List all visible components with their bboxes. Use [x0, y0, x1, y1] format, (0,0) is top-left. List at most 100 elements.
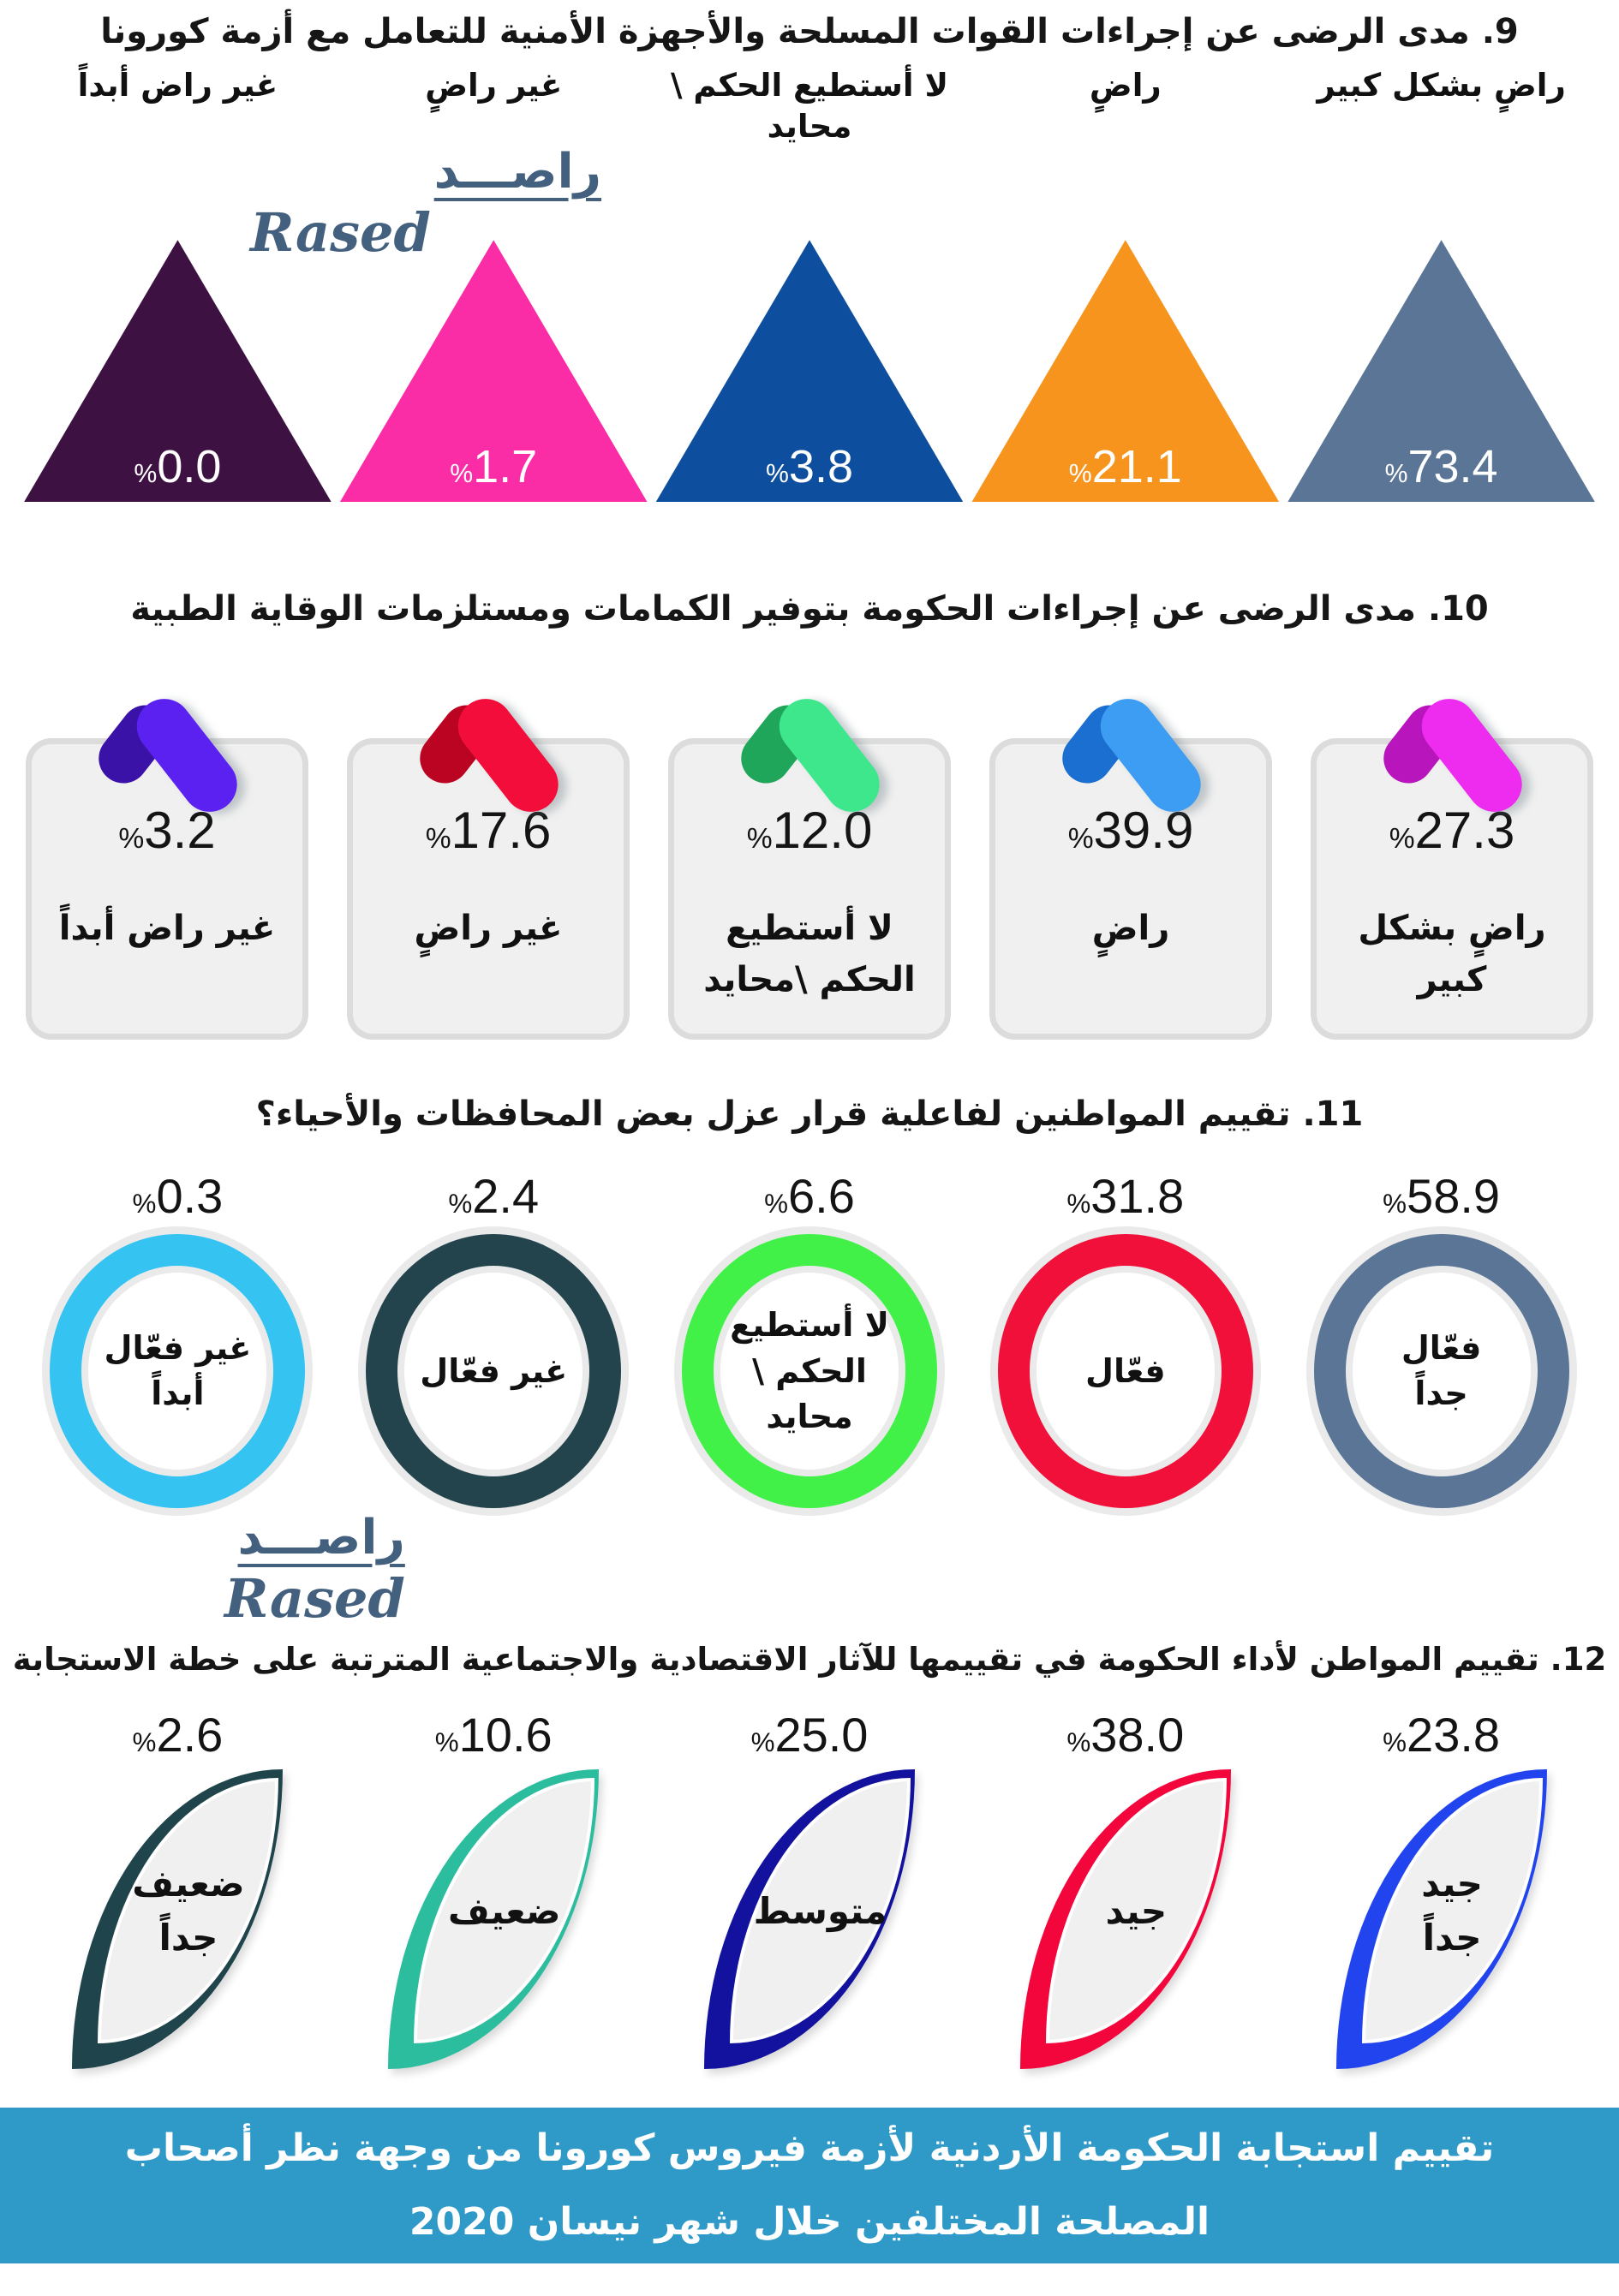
percent-sign: % — [764, 1189, 789, 1220]
category-label: متوسط — [753, 1889, 887, 1932]
leaf-inner-shape: ضعيف جداً — [98, 1778, 279, 2044]
percent-value: 12.0 — [772, 802, 873, 860]
value-label: 25.0% — [751, 1707, 869, 1762]
value-label: 0.0% — [24, 440, 332, 493]
result-card: 27.3% راضٍ بشكل كبير — [1311, 688, 1593, 1041]
result-card: 39.9% راضٍ — [989, 688, 1272, 1041]
value-label: 39.9% — [1068, 801, 1194, 860]
leaf-shape: ضعيف جداً — [72, 1769, 284, 2070]
q9-label-cell: لا أستطيع الحكم \ محايد — [656, 65, 964, 147]
result-card: 12.0% لا أستطيع الحكم \محايد — [668, 688, 951, 1041]
q9-triangle-cell: 0.0% — [24, 240, 332, 503]
percent-sign: % — [1384, 460, 1408, 489]
triangle-shape: 73.4% — [1287, 240, 1595, 503]
ribbon-fold — [409, 695, 502, 794]
category-label: غير راضٍ — [425, 67, 563, 104]
category-label: لا أستطيع الحكم \ محايد — [730, 1306, 889, 1435]
footer-line-2: المصلحة المختلفين خلال شهر نيسان 2020 — [409, 2200, 1210, 2245]
percent-sign: % — [750, 1727, 775, 1758]
q12-percent-cell: 23.8% — [1287, 1707, 1595, 1762]
value-label: 17.6% — [426, 801, 552, 860]
percent-value: 39.9 — [1093, 802, 1194, 860]
percent-value: 3.8 — [788, 441, 853, 493]
leaf-shape: جيد جداً — [1335, 1769, 1547, 2070]
category-label: غير راضٍ — [414, 909, 563, 949]
value-label: 2.6% — [133, 1707, 224, 1762]
category-label: راضٍ — [1089, 67, 1162, 104]
category-label: جيد جداً — [1421, 1863, 1483, 1959]
category-label: جيد — [1105, 1889, 1168, 1932]
question-11-title: 11. تقييم المواطنين لفاعلية قرار عزل بعض… — [255, 1094, 1364, 1135]
percent-value: 6.6 — [788, 1169, 855, 1224]
value-label: 12.0% — [747, 801, 873, 860]
percent-value: 23.8 — [1407, 1708, 1501, 1762]
q9-label-cell: راضٍ بشكل كبير — [1287, 65, 1595, 147]
percent-value: 2.6 — [156, 1708, 224, 1762]
q11-circles-row: فعّال جداً فعّال لا أستطيع الحكم \ محايد — [0, 1234, 1619, 1509]
rased-logo-latin: Rased — [224, 1566, 405, 1630]
leaf-inner-shape: جيد — [1045, 1778, 1227, 2044]
value-label: 10.6% — [435, 1707, 553, 1762]
category-label: فعّال — [1085, 1351, 1166, 1390]
category-label: راضٍ بشكل كبير — [1317, 67, 1566, 104]
percent-sign: % — [1383, 1189, 1407, 1220]
percent-value: 3.2 — [144, 802, 216, 860]
percent-sign: % — [425, 823, 451, 856]
q10-cards-row: 27.3% راضٍ بشكل كبير 39.9% راضٍ — [0, 688, 1619, 1041]
ring-chart: فعّال جداً — [1313, 1234, 1569, 1509]
q9-triangle-cell: 3.8% — [655, 240, 964, 503]
q11-circle-cell: فعّال جداً — [1287, 1234, 1595, 1509]
percent-sign: % — [1068, 460, 1092, 489]
q12-percents-row: 23.8% 38.0% 25.0% 10.6% 2.6% — [0, 1707, 1619, 1762]
percent-value: 31.8 — [1090, 1169, 1185, 1224]
value-label: 38.0% — [1066, 1707, 1184, 1762]
value-label: 73.4% — [1287, 440, 1595, 493]
question-10-title: 10. مدى الرضى عن إجراءات الحكومة بتوفير … — [130, 589, 1489, 629]
q9-label-cell: غير راض أبداً — [24, 65, 332, 147]
rased-logo: راصـــد Rased — [224, 1512, 405, 1636]
percent-value: 25.0 — [774, 1708, 869, 1762]
category-label: ضعيف جداً — [132, 1863, 245, 1959]
q12-leaf-cell: جيد جداً — [1287, 1769, 1595, 2070]
percent-sign: % — [1383, 1727, 1407, 1758]
value-label: 31.8% — [1066, 1168, 1184, 1224]
category-label: راضٍ بشكل كبير — [1358, 909, 1546, 1000]
ring-chart: غير فعّال أبداً — [50, 1234, 306, 1509]
percent-sign: % — [1067, 823, 1094, 856]
percent-value: 58.9 — [1407, 1169, 1501, 1224]
percent-sign: % — [134, 460, 158, 489]
q11-percents-row: 58.9% 31.8% 6.6% 2.4% 0.3% — [0, 1168, 1619, 1224]
percent-value: 1.7 — [473, 441, 538, 493]
percent-value: 0.3 — [156, 1169, 224, 1224]
ribbon-fold — [1373, 695, 1466, 794]
footer-banner: تقييم استجابة الحكومة الأردنية لأزمة فير… — [0, 2108, 1619, 2264]
category-label: غير راض أبداً — [77, 67, 278, 104]
percent-value: 2.4 — [472, 1169, 540, 1224]
rased-logo-arabic: راصـــد — [433, 144, 601, 200]
triangle-shape: 3.8% — [655, 240, 964, 503]
value-label: 3.2% — [118, 801, 215, 860]
value-label: 0.3% — [133, 1168, 224, 1224]
q9-label-cell: غير راضٍ — [340, 65, 648, 147]
rased-logo-arabic: راصـــد — [237, 1510, 405, 1566]
q9-triangle-cell: 21.1% — [971, 240, 1280, 503]
leaf-shape: ضعيف — [388, 1769, 600, 2070]
q12-percent-cell: 25.0% — [656, 1707, 964, 1762]
q9-triangles-row: 73.4% 21.1% 3.8% 1.7% — [0, 240, 1619, 503]
value-label: 58.9% — [1383, 1168, 1500, 1224]
q9-label-cell: راضٍ — [971, 65, 1279, 147]
q9-triangle-cell: 1.7% — [339, 240, 648, 503]
result-card: 3.2% غير راض أبداً — [26, 688, 308, 1041]
q11-percent-cell: 58.9% — [1287, 1168, 1595, 1224]
percent-value: 17.6 — [451, 802, 552, 860]
question-12-section: 12. تقييم المواطن لأداء الحكومة في تقييم… — [0, 1641, 1619, 2070]
q12-leaves-row: جيد جداً جيد — [0, 1769, 1619, 2070]
percent-value: 38.0 — [1090, 1708, 1185, 1762]
triangle-shape: 0.0% — [24, 240, 332, 503]
triangle-shape: 1.7% — [339, 240, 648, 503]
q12-leaf-cell: ضعيف — [340, 1769, 648, 2070]
q12-percent-cell: 38.0% — [971, 1707, 1279, 1762]
percent-sign: % — [1066, 1727, 1091, 1758]
q12-leaf-cell: ضعيف جداً — [24, 1769, 332, 2070]
